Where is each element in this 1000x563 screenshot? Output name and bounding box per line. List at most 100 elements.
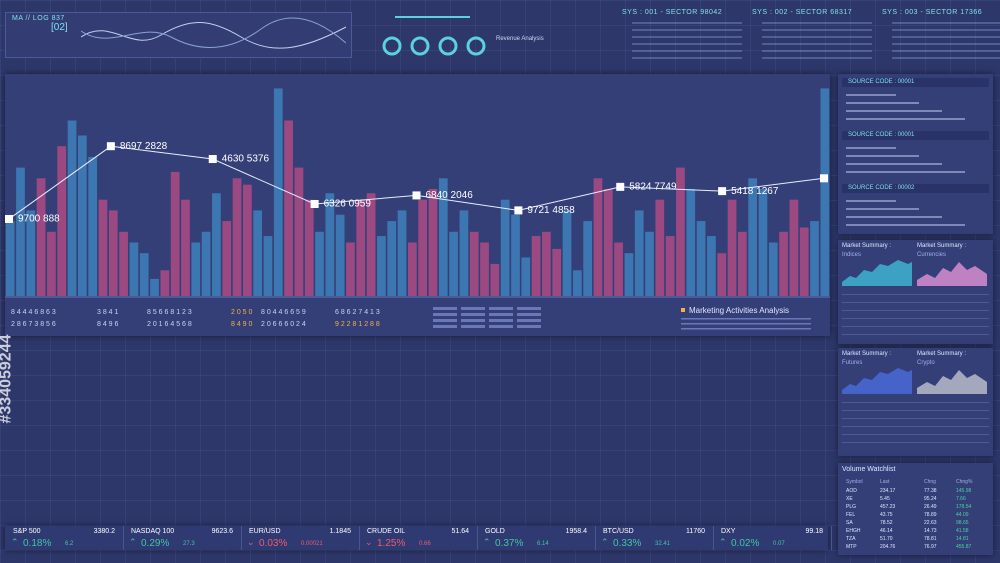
bar	[438, 178, 448, 296]
bar	[57, 146, 67, 296]
ui-bar	[489, 325, 513, 328]
cell: 76.97	[924, 544, 937, 550]
bar	[160, 270, 170, 296]
bar	[397, 210, 407, 296]
point-label: 6840 2046	[426, 190, 474, 201]
sector-line	[762, 57, 872, 59]
bar	[304, 199, 314, 296]
column-header: Last	[880, 479, 890, 485]
trend-point	[106, 142, 115, 151]
source-line	[846, 102, 919, 104]
bar	[655, 199, 665, 296]
bar	[346, 242, 355, 296]
digit-group: 8 4 9 6	[97, 321, 119, 328]
bar	[181, 199, 190, 296]
digit-group: 8 4 4 4 6 8 6 3	[11, 309, 56, 316]
bar-decoration	[395, 16, 470, 18]
bar	[387, 221, 397, 296]
ui-bar	[517, 319, 541, 322]
point-label: 9700 888	[18, 214, 60, 225]
ticker-price: 51.64	[451, 528, 469, 535]
cell: 7.66	[956, 496, 966, 502]
gauge	[438, 36, 458, 56]
bar	[665, 236, 675, 296]
bar	[552, 248, 562, 296]
sector-line	[892, 36, 1000, 38]
trend-line	[8, 145, 825, 220]
summary-left: Futures	[842, 360, 863, 366]
cell: SA	[846, 520, 853, 526]
digit-group: 2 0 6 6 6 0 2 4	[261, 321, 306, 328]
ticker-price: 3380.2	[93, 528, 115, 535]
summary-row	[842, 442, 989, 443]
bar	[614, 242, 623, 296]
ui-bar	[433, 325, 457, 328]
source-line	[846, 224, 965, 226]
bar	[428, 189, 438, 296]
bar	[5, 221, 15, 296]
bar	[232, 178, 242, 296]
cell: 98.65	[956, 520, 969, 526]
cell: 455.87	[956, 544, 972, 550]
wave	[81, 17, 346, 48]
cell: 46.14	[880, 528, 893, 534]
bar	[449, 231, 458, 296]
caption-line	[681, 328, 811, 330]
bar	[407, 242, 417, 296]
watchlist-panel: Volume Watchlist Symbol Last Chng Chng% AOD 23…	[838, 463, 993, 555]
column-header: Chng%	[956, 479, 973, 485]
trend-point	[514, 206, 523, 215]
bar	[119, 231, 128, 296]
ui-bar	[461, 319, 485, 322]
bar	[139, 253, 149, 296]
bar	[325, 193, 335, 296]
cell: TZA	[846, 536, 856, 542]
summary-row	[842, 318, 989, 319]
sector-title: SYS : 002 - SECTOR 68317	[752, 9, 853, 16]
ticker-price: 99.18	[805, 528, 823, 535]
trend-point	[208, 155, 217, 164]
digit-group: 3 8 4 1	[97, 309, 119, 316]
trend-point	[310, 199, 319, 208]
bar	[170, 171, 180, 296]
cell: MTP	[846, 544, 857, 550]
gauge	[382, 36, 402, 56]
summary-title: Market Summary :	[917, 351, 967, 357]
bar	[98, 199, 108, 296]
bar	[737, 231, 747, 296]
bar	[542, 231, 551, 296]
digit-group: 6 8 6 2 7 4 1 3	[335, 309, 380, 316]
summary-row	[842, 418, 989, 419]
ui-bar	[433, 307, 457, 310]
bar	[26, 210, 36, 296]
sector-line	[632, 50, 742, 52]
mini-area	[842, 260, 912, 286]
digit-group: 2 0 5 0	[231, 309, 253, 316]
bar	[335, 214, 345, 296]
ticker-change: 0.33%	[613, 538, 642, 549]
bar	[150, 278, 159, 296]
wave-decoration	[81, 17, 346, 49]
ui-bar	[433, 319, 457, 322]
bar	[294, 167, 304, 296]
bar	[758, 189, 768, 296]
mini-charts	[842, 260, 987, 286]
bar	[511, 214, 520, 296]
point-label: 9721 4858	[527, 205, 575, 216]
cell: 78.89	[924, 512, 937, 518]
sector-line	[762, 29, 872, 31]
cell: 178.54	[956, 504, 972, 510]
trend-point	[616, 182, 625, 191]
bar	[624, 253, 634, 296]
cell: 457.23	[880, 504, 896, 510]
ui-bar	[517, 313, 541, 316]
mini-area	[842, 368, 912, 394]
ticker-name: DXY	[721, 528, 736, 535]
sector-title: SYS : 003 - SECTOR 17366	[882, 9, 983, 16]
caption: Marketing Activities Analysis	[689, 306, 789, 315]
summary-row	[842, 326, 989, 327]
sector-line	[892, 22, 1000, 24]
bar	[521, 257, 531, 296]
sector-line	[892, 50, 1000, 52]
ticker-item: BTC/USD 11760 ⌃ 0.33% 32.41	[595, 526, 714, 550]
